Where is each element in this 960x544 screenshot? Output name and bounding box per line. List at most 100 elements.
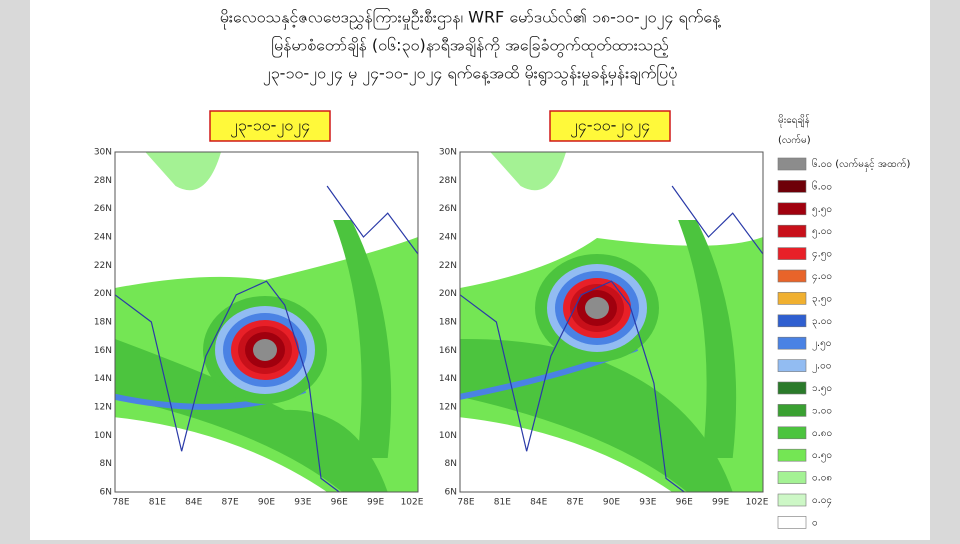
lon-label: 84E	[530, 498, 547, 508]
coastline	[115, 185, 418, 492]
legend-swatch	[777, 180, 807, 193]
map-frame	[459, 151, 764, 493]
lat-label: 18N	[94, 318, 112, 328]
lon-label: 99E	[367, 498, 384, 508]
map-panel: 30N 28N 26N 24N 22N 20N 18N 16N 14N 12N 10N 8N 6N78E…	[94, 148, 424, 508]
legend-label: ၃.၀၀	[812, 316, 832, 329]
date-label: ၂၄-၁၀-၂၀၂၄	[570, 116, 650, 138]
lon-label: 90E	[603, 498, 620, 508]
lat-label: 14N	[94, 374, 112, 384]
date-box	[549, 110, 671, 142]
legend-swatch	[777, 314, 807, 328]
lat-label: 24N	[94, 233, 112, 243]
lat-label: 22N	[94, 261, 112, 271]
lon-label: 99E	[712, 498, 729, 508]
legend-swatch	[777, 292, 807, 305]
lon-label: 96E	[676, 498, 693, 508]
legend-unit: (လက်မ)	[778, 133, 811, 146]
cyclone-ring	[253, 339, 277, 361]
lat-label: 24N	[439, 233, 457, 243]
legend-label: ၀	[812, 517, 818, 528]
lat-label: 16N	[94, 346, 112, 356]
legend-label: ၀.၅၀	[812, 450, 832, 463]
map-content	[460, 152, 763, 492]
lat-label: 6N	[100, 488, 112, 498]
rain-area	[460, 338, 733, 492]
legend-swatch	[777, 448, 807, 462]
cyclone-ring	[585, 297, 609, 319]
legend-label: ၀.၀၈	[812, 473, 832, 484]
lat-label: 18N	[439, 318, 457, 328]
lon-label: 81E	[149, 498, 166, 508]
legend-label: ၄.၀၀	[812, 271, 832, 284]
lon-label: 78E	[112, 498, 129, 508]
lon-label: 102E	[746, 498, 769, 508]
legend-label: ၅.၀၀	[812, 226, 832, 239]
lat-label: 10N	[439, 431, 457, 441]
lon-label: 87E	[222, 498, 239, 508]
legend-swatch	[777, 269, 807, 283]
legend-swatch	[777, 516, 807, 529]
legend-label: ၆.၀၀ (လက်မနှင့် အထက်)	[812, 157, 911, 172]
date-label: ၂၃-၁၀-၂၀၂၄	[230, 116, 310, 138]
lon-label: 78E	[457, 498, 474, 508]
lat-label: 20N	[439, 289, 457, 299]
legend-label: ၀.၈၀	[812, 428, 832, 439]
lon-label: 96E	[331, 498, 348, 508]
rain-area	[490, 152, 567, 191]
legend-label: ၂.၀၀	[812, 361, 831, 374]
lon-label: 93E	[639, 498, 656, 508]
lat-label: 12N	[439, 403, 457, 413]
legend-label: ၀.၀၄	[812, 495, 832, 508]
legend-swatch	[777, 202, 807, 216]
legend: ၆.၀၀ (လက်မနှင့် အထက်) ၆.၀၀၅.၅၀၅.၀၀၄.၅၀၄.၀…	[777, 157, 911, 529]
lat-label: 22N	[439, 261, 457, 271]
legend-label: ၆.၀၀	[812, 179, 832, 192]
lat-label: 20N	[94, 289, 112, 299]
legend-label: ၅.၅၀	[812, 204, 832, 217]
lon-label: 81E	[494, 498, 511, 508]
date-box	[209, 110, 331, 142]
legend-swatch	[777, 426, 807, 440]
legend-swatch	[777, 471, 807, 484]
lat-label: 14N	[439, 374, 457, 384]
rain-area	[115, 339, 388, 492]
title-line: မိုးလေဝသနှင့်ဇလဗေဒညွှန်ကြားမှုဦးစီးဌာန၊ …	[220, 8, 722, 30]
lon-label: 87E	[567, 498, 584, 508]
lat-label: 30N	[94, 148, 112, 158]
rain-area	[678, 220, 737, 458]
legend-swatch	[777, 224, 807, 238]
legend-swatch	[777, 359, 807, 372]
lat-label: 12N	[94, 403, 112, 413]
legend-label: ၄.၅၀	[812, 249, 832, 262]
rain-area	[333, 220, 392, 458]
lat-label: 30N	[439, 148, 457, 158]
lon-label: 102E	[401, 498, 424, 508]
legend-swatch	[777, 493, 807, 507]
legend-swatch	[777, 247, 807, 260]
lat-label: 28N	[439, 176, 457, 186]
map-frame	[114, 151, 419, 493]
lat-label: 6N	[445, 488, 457, 498]
lat-label: 16N	[439, 346, 457, 356]
legend-title: မိုးရေချိန်	[778, 113, 810, 128]
title-line: မြန်မာစံတော်ချိန် (၀၆:၃၀)နာရီအချိန်ကို အ…	[271, 36, 669, 58]
legend-swatch	[777, 157, 807, 171]
legend-label: ၁.၀၀	[812, 405, 832, 416]
legend-swatch	[777, 336, 807, 350]
legend-swatch	[777, 381, 807, 395]
legend-label: ၂.၅၀	[812, 338, 831, 351]
lon-label: 93E	[294, 498, 311, 508]
lat-label: 8N	[100, 459, 112, 469]
coastline	[460, 185, 763, 492]
map-content	[115, 152, 418, 492]
maps: 30N28N26N24N22N20N18N16N14N12N10N8N6N78E…	[94, 148, 769, 508]
lat-label: 10N	[94, 431, 112, 441]
lat-label: 8N	[445, 459, 457, 469]
legend-label: ၁.၅၀	[812, 383, 832, 396]
lon-label: 84E	[185, 498, 202, 508]
lat-label: 26N	[94, 204, 112, 214]
rain-area	[145, 152, 222, 191]
title-line: ၂၃-၁၀-၂၀၂၄ မှ ၂၄-၁၀-၂၀၂၄ ရက်နေ့အထိ မိုးရ…	[263, 64, 678, 86]
